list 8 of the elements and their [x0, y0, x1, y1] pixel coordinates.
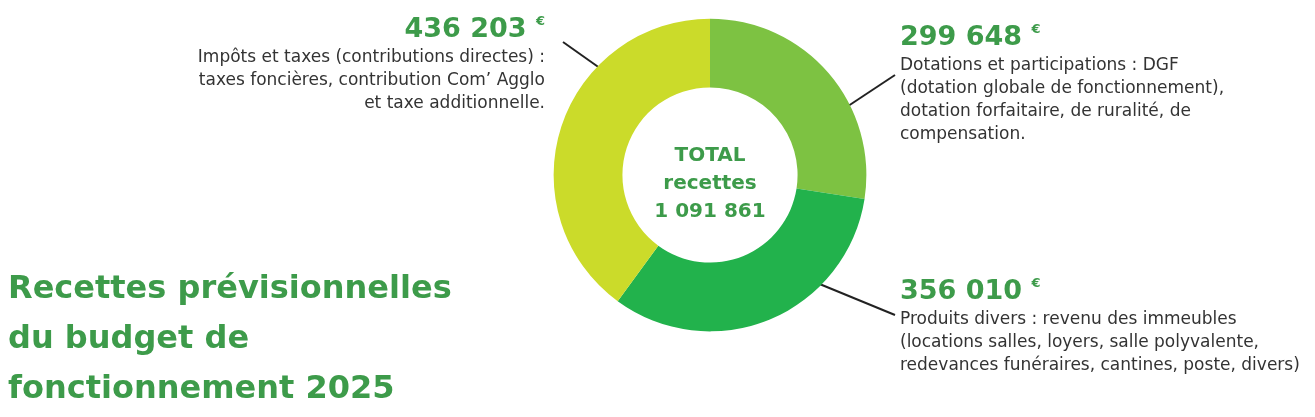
slice-label: Impôts et taxes (contributions directes) : taxes foncières, contribution Com’ Agglo et taxe additionnelle.: [196, 45, 545, 114]
slice-label: Produits divers : revenu des immeubles (locations salles, loyers, salle polyvalente, redevances funéraires, cantines, poste, divers): [900, 307, 1301, 376]
text: TOTAL recettes 1 091 861: [654, 142, 766, 222]
data-label: 299 648 $^{€}$: [900, 19, 1042, 53]
data-label: 436 203 $^{€}$: [403, 11, 545, 45]
slice-label: Dotations et participations : DGF (dotation globale de fonctionnement), dotation forfaitaire, de ruralité, de compensation.: [900, 53, 1226, 145]
data-label: 356 010 $^{€}$: [900, 273, 1042, 307]
text: Recettes prévisionnelles du budget de fonctionnement 2025: [8, 267, 453, 408]
